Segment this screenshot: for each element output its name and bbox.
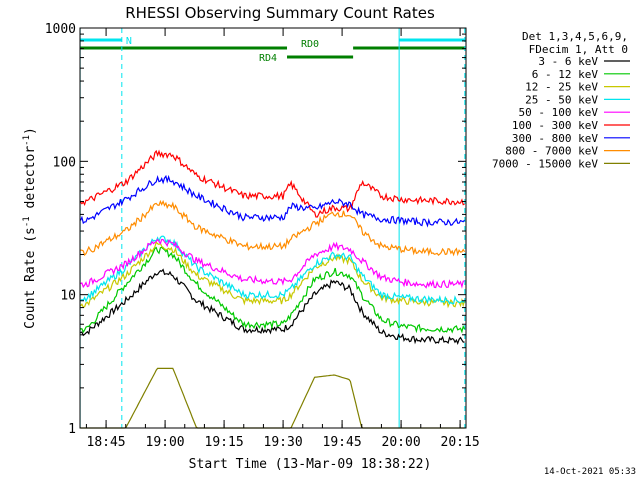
series-line: [80, 241, 466, 309]
series-line: [79, 174, 466, 228]
y-tick-label: 10: [60, 289, 76, 304]
x-tick-label: 19:45: [323, 435, 362, 450]
y-tick-label: 1000: [45, 22, 76, 37]
x-tick-label: 19:15: [205, 435, 244, 450]
legend-entry-label: 6 - 12 keV: [532, 68, 599, 81]
series-line: [80, 246, 466, 334]
series-line: [80, 238, 465, 289]
x-tick-label: 20:15: [441, 435, 480, 450]
x-tick-label: 18:45: [87, 435, 126, 450]
axes: 18:45 19:00 19:15 19:30 19:45 20:00 20:15 1 10 10…: [45, 22, 480, 450]
x-axis-label: Start Time (13-Mar-09 18:38:22): [189, 457, 432, 472]
chart-title: RHESSI Observing Summary Count Rates: [125, 4, 435, 22]
legend-entry-label: 100 - 300 keV: [512, 119, 598, 132]
x-tick-label: 19:30: [264, 435, 303, 450]
legend-entry-label: 3 - 6 keV: [538, 55, 598, 68]
plot-frame: [79, 27, 467, 429]
y-tick-label: 100: [53, 155, 76, 170]
legend-entry-label: 25 - 50 keV: [525, 93, 598, 106]
legend-entry-label: 12 - 25 keV: [525, 81, 598, 94]
x-tick-label: 19:00: [146, 435, 185, 450]
state-bar-label: RD0: [301, 39, 319, 50]
series-line: [80, 199, 466, 257]
legend-header: FDecim 1, Att 0: [529, 43, 628, 56]
y-axis-label: Count Rate (s-1 detector-1): [22, 127, 38, 329]
legend-header: Det 1,3,4,5,6,9,: [522, 30, 628, 43]
x-tick-label: 20:00: [382, 435, 421, 450]
timestamp: 14-Oct-2021 05:33: [544, 467, 636, 477]
series-line: [80, 268, 465, 345]
legend-entry-label: 50 - 100 keV: [519, 106, 599, 119]
y-tick-label: 1: [68, 422, 76, 437]
series-line: [80, 149, 465, 218]
legend: Det 1,3,4,5,6,9,FDecim 1, Att 03 - 6 keV…: [492, 30, 630, 170]
state-bar-label: RD4: [259, 53, 277, 64]
legend-entry-label: 800 - 7000 keV: [505, 145, 598, 158]
legend-entry-label: 300 - 800 keV: [512, 132, 598, 145]
legend-entry-label: 7000 - 15000 keV: [492, 157, 598, 170]
state-bar-label: N: [126, 36, 132, 47]
